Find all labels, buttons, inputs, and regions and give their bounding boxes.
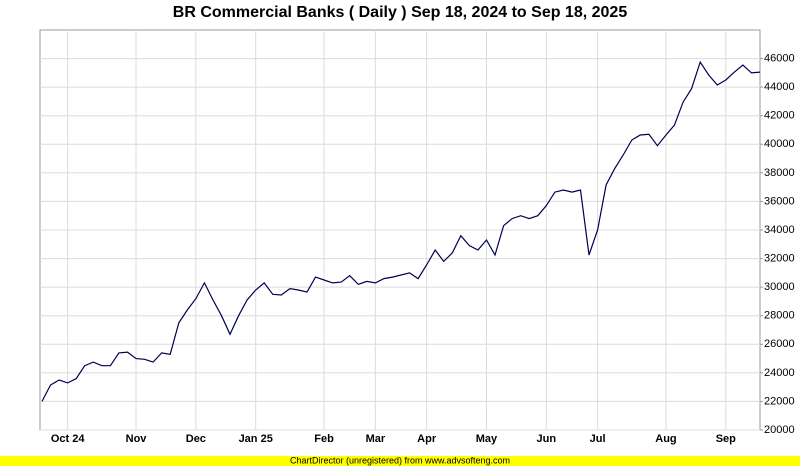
series-line bbox=[41, 60, 761, 402]
x-tick-label: Aug bbox=[655, 433, 676, 445]
y-tick-label: 32000 bbox=[764, 252, 795, 264]
y-tick-label: 44000 bbox=[764, 81, 795, 93]
x-tick-label: Jul bbox=[590, 433, 606, 445]
y-tick-label: 22000 bbox=[764, 395, 795, 407]
x-tick-label: Dec bbox=[186, 433, 206, 445]
x-tick-label: Mar bbox=[366, 433, 386, 445]
y-tick-label: 20000 bbox=[764, 424, 795, 436]
y-tick-label: 34000 bbox=[764, 224, 795, 236]
y-tick-label: 42000 bbox=[764, 110, 795, 122]
y-tick-label: 28000 bbox=[764, 310, 795, 322]
x-tick-label: Nov bbox=[126, 433, 148, 445]
y-tick-label: 40000 bbox=[764, 138, 795, 150]
x-tick-label: Oct 24 bbox=[51, 433, 86, 445]
y-tick-label: 38000 bbox=[764, 167, 795, 179]
x-tick-label: May bbox=[476, 433, 498, 445]
chart-title: BR Commercial Banks ( Daily ) Sep 18, 20… bbox=[173, 4, 628, 21]
y-tick-label: 36000 bbox=[764, 195, 795, 207]
x-tick-label: Feb bbox=[314, 433, 334, 445]
y-tick-label: 30000 bbox=[764, 281, 795, 293]
footer-bar bbox=[0, 456, 800, 466]
footer: ChartDirector (unregistered) from www.ad… bbox=[290, 455, 510, 465]
x-tick-label: Sep bbox=[716, 433, 736, 445]
y-tick-label: 46000 bbox=[764, 52, 795, 64]
x-tick-label: Jun bbox=[537, 433, 557, 445]
y-tick-label: 24000 bbox=[764, 367, 795, 379]
x-tick-label: Apr bbox=[417, 433, 437, 445]
y-tick-label: 26000 bbox=[764, 338, 795, 350]
x-tick-label: Jan 25 bbox=[239, 433, 273, 445]
